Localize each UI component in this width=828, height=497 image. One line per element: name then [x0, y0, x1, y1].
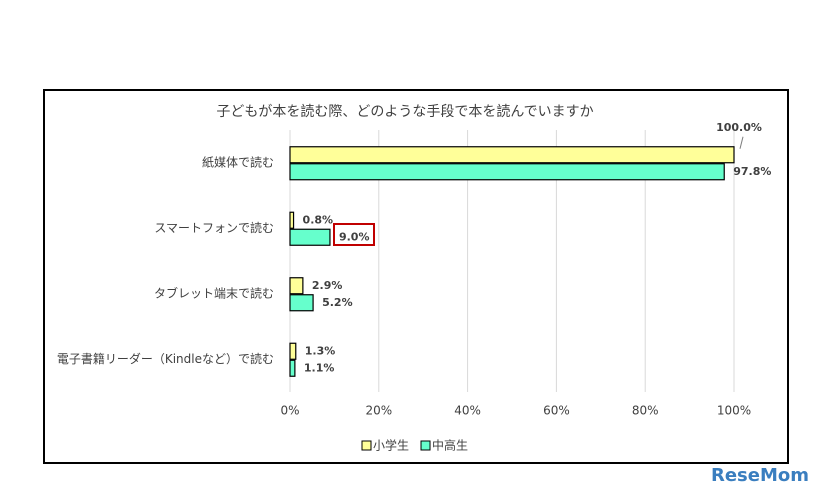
legend-swatch [420, 440, 431, 451]
bar [289, 211, 295, 229]
x-tick-label: 60% [543, 404, 570, 418]
x-tick-label: 0% [280, 404, 299, 418]
value-label: 1.3% [305, 344, 336, 357]
y-tick-label: 紙媒体で読む [202, 154, 274, 169]
highlight-box [333, 223, 375, 246]
bar [289, 359, 296, 377]
chart-frame [43, 89, 789, 464]
x-tick-label: 100% [717, 404, 751, 418]
value-label: 5.2% [322, 296, 353, 309]
x-tick-label: 80% [632, 404, 659, 418]
value-label: 0.8% [303, 213, 334, 226]
value-label: 2.9% [312, 279, 343, 292]
value-label: 9.0% [339, 230, 370, 243]
bar [289, 146, 735, 164]
bar [289, 342, 297, 360]
value-label: 97.8% [733, 165, 771, 178]
legend-label: 小学生 [373, 438, 409, 453]
legend-label: 中高生 [432, 438, 468, 453]
value-label: 100.0% [716, 121, 762, 134]
y-tick-label: タブレット端末で読む [154, 285, 274, 300]
x-tick-label: 40% [454, 404, 481, 418]
bar [289, 277, 304, 295]
x-tick-label: 20% [365, 404, 392, 418]
bar [289, 163, 725, 181]
watermark: ReseMom [711, 465, 809, 486]
y-tick-label: スマートフォンで読む [154, 220, 274, 235]
value-label: 1.1% [304, 361, 335, 374]
y-tick-label: 電子書籍リーダー（Kindleなど）で読む [57, 351, 274, 366]
chart-title: 子どもが本を読む際、どのような手段で本を読んでいますか [216, 103, 593, 120]
bar [289, 228, 331, 246]
leader-line [739, 136, 744, 149]
legend-swatch [361, 440, 372, 451]
bar [289, 294, 314, 312]
